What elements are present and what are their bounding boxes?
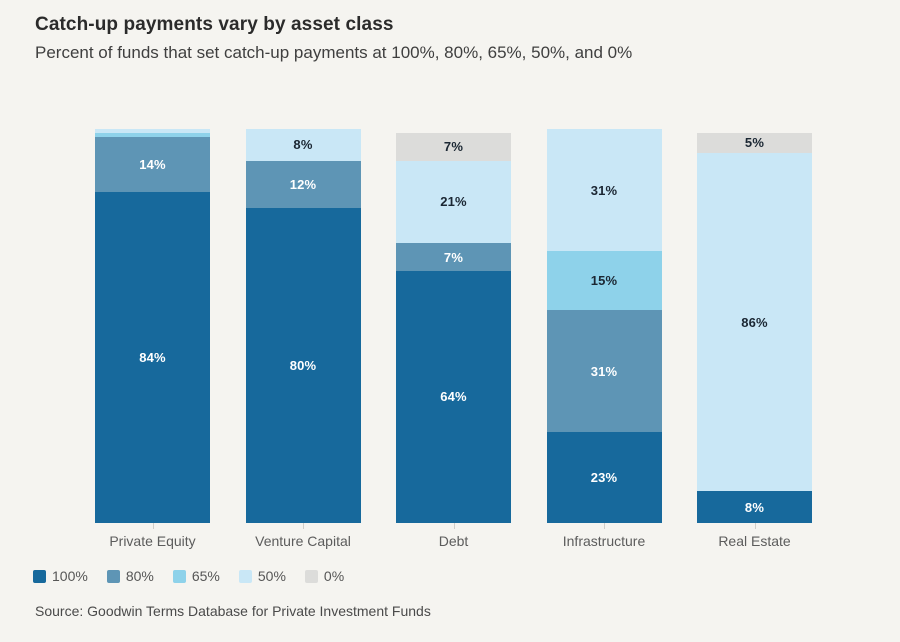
stacked-bar-plot: 84% 14% Private Equity 80% 12% 8% Venture Capi… bbox=[95, 129, 812, 549]
segment-value-label: 7% bbox=[443, 139, 464, 155]
axis-tick bbox=[604, 523, 605, 529]
bar-segment-debt-0: 7% bbox=[396, 132, 511, 161]
segment-value-label: 23% bbox=[590, 470, 618, 486]
legend-item-0: 0% bbox=[304, 568, 345, 584]
bar-venture-capital: 80% 12% 8% Venture Capital bbox=[245, 129, 361, 549]
legend-swatch-80 bbox=[106, 569, 120, 583]
bar-segment-venture-capital-100: 80% bbox=[245, 207, 361, 523]
bar-segment-real-estate-50: 86% bbox=[697, 152, 812, 492]
bar-infrastructure: 23% 31% 15% 31% Infrastructure bbox=[546, 129, 662, 549]
segment-value-label: 8% bbox=[744, 499, 765, 515]
bar-private-equity: 84% 14% Private Equity bbox=[95, 129, 210, 549]
segment-value-label: 84% bbox=[139, 350, 166, 366]
segment-value-label: 8% bbox=[293, 137, 313, 153]
segment-value-label: 12% bbox=[289, 176, 317, 192]
bar-segment-private-equity-80: 14% bbox=[95, 136, 210, 193]
segment-value-label: 64% bbox=[440, 389, 467, 405]
segment-value-label: 21% bbox=[440, 194, 467, 210]
bar-segment-private-equity-50 bbox=[95, 129, 210, 133]
legend-item-100: 100% bbox=[33, 568, 88, 584]
category-label-private-equity: Private Equity bbox=[109, 533, 196, 549]
axis-tick bbox=[453, 523, 455, 529]
category-label-debt: Debt bbox=[438, 533, 469, 549]
segment-value-label: 31% bbox=[590, 182, 618, 198]
legend-label-50: 50% bbox=[257, 568, 286, 584]
legend-item-80: 80% bbox=[106, 568, 154, 584]
bar-real-estate: 8% 86% 5% Real Estate bbox=[697, 132, 812, 549]
legend-swatch-100 bbox=[33, 569, 46, 583]
segment-value-label: 5% bbox=[744, 135, 765, 151]
bar-segment-private-equity-100: 84% bbox=[95, 192, 210, 523]
bar-segment-infrastructure-100: 23% bbox=[546, 432, 662, 523]
axis-tick bbox=[754, 523, 756, 529]
category-label-venture-capital: Venture Capital bbox=[255, 533, 351, 549]
bar-segment-infrastructure-65: 15% bbox=[546, 251, 662, 311]
bar-segment-private-equity-65 bbox=[95, 132, 210, 137]
bar-segment-real-estate-0: 5% bbox=[697, 132, 812, 153]
segment-value-label: 31% bbox=[590, 363, 618, 379]
segment-value-label: 14% bbox=[139, 156, 166, 172]
legend-swatch-0 bbox=[304, 569, 318, 583]
bar-segment-debt-80: 7% bbox=[396, 243, 511, 271]
legend-label-65: 65% bbox=[191, 568, 220, 584]
axis-tick bbox=[303, 523, 304, 529]
chart-subtitle: Percent of funds that set catch-up payme… bbox=[35, 43, 633, 62]
legend-item-50: 50% bbox=[238, 568, 286, 584]
bar-segment-infrastructure-50: 31% bbox=[546, 129, 662, 252]
legend-swatch-65 bbox=[172, 569, 186, 583]
legend-item-65: 65% bbox=[172, 568, 220, 584]
bar-segment-venture-capital-50: 8% bbox=[245, 129, 361, 161]
bar-segment-debt-100: 64% bbox=[396, 270, 511, 523]
legend-label-100: 100% bbox=[52, 568, 88, 584]
chart-legend: 100% 80% 65% 50% 0% bbox=[33, 568, 344, 584]
legend-label-0: 0% bbox=[323, 568, 345, 584]
category-label-infrastructure: Infrastructure bbox=[562, 533, 646, 549]
bar-segment-real-estate-100: 8% bbox=[697, 491, 812, 523]
chart-header: Catch-up payments vary by asset class Pe… bbox=[35, 14, 632, 63]
bar-segment-debt-50: 21% bbox=[396, 160, 511, 244]
legend-swatch-50 bbox=[238, 569, 252, 583]
segment-value-label: 86% bbox=[741, 314, 768, 330]
source-note: Source: Goodwin Terms Database for Priva… bbox=[35, 603, 431, 619]
bar-segment-venture-capital-80: 12% bbox=[245, 160, 361, 208]
bar-segment-infrastructure-80: 31% bbox=[546, 310, 662, 433]
segment-value-label: 15% bbox=[590, 273, 618, 289]
category-label-real-estate: Real Estate bbox=[718, 533, 791, 549]
chart-title: Catch-up payments vary by asset class bbox=[35, 14, 394, 35]
legend-label-80: 80% bbox=[125, 568, 154, 584]
segment-value-label: 80% bbox=[289, 357, 317, 373]
segment-value-label: 7% bbox=[443, 249, 464, 265]
bar-debt: 64% 7% 21% 7% Debt bbox=[396, 132, 511, 549]
axis-tick bbox=[152, 523, 154, 529]
